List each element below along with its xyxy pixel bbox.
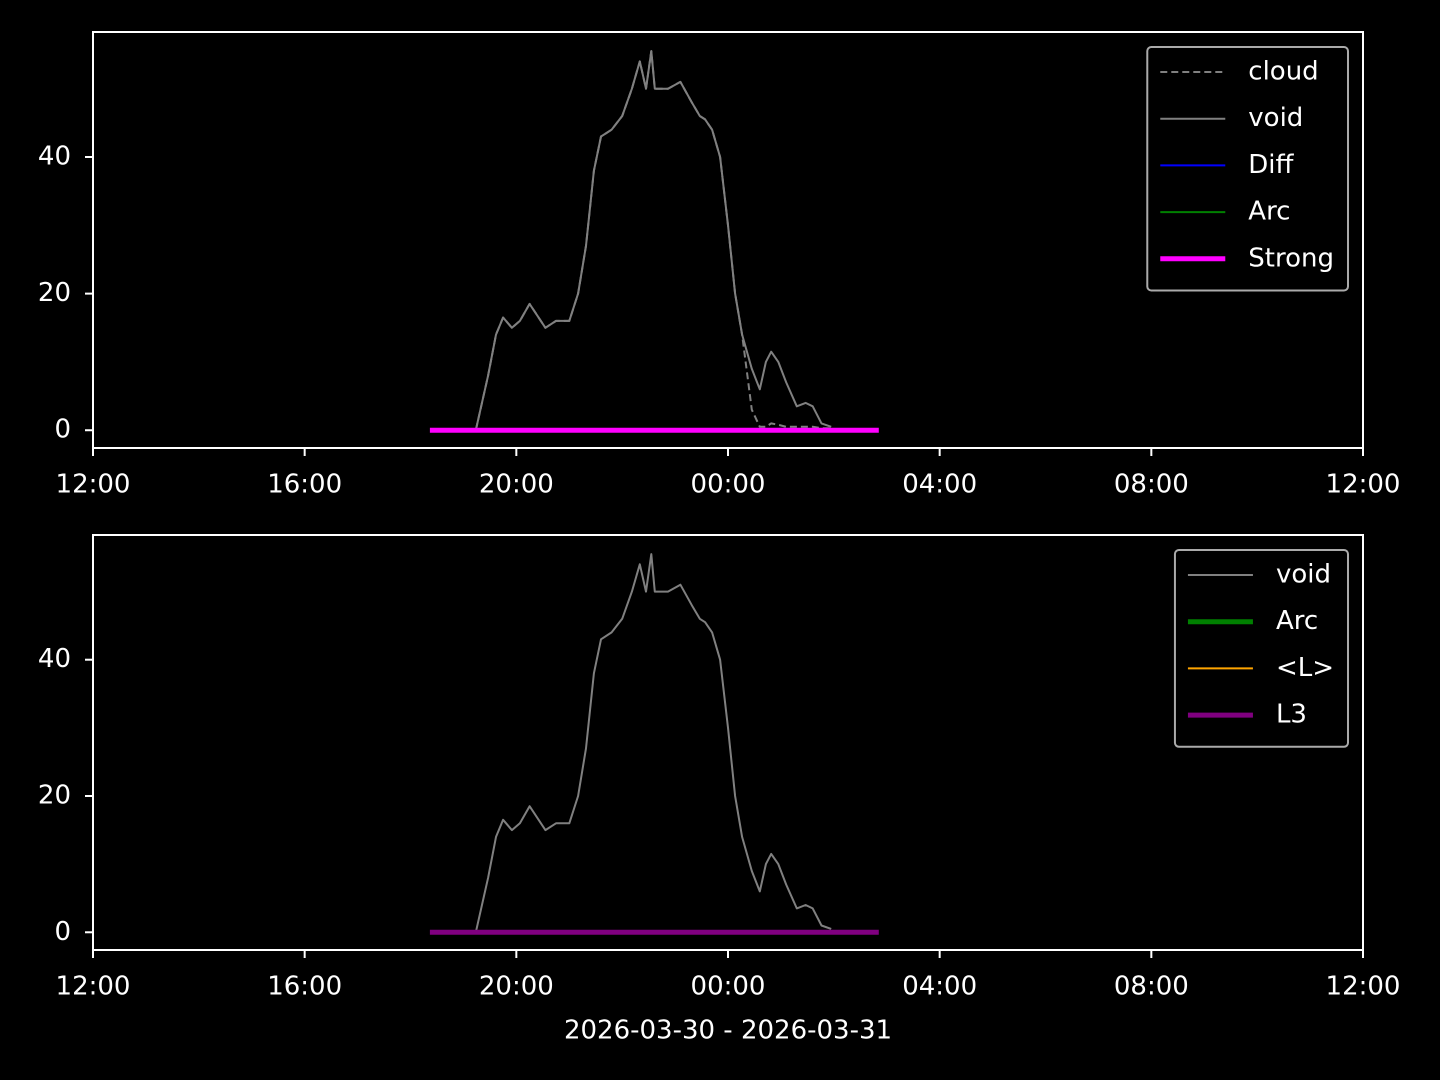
x-tick-label: 00:00 (691, 470, 766, 500)
legend-label: Diff (1248, 150, 1294, 180)
legend-label: Strong (1248, 243, 1334, 273)
legend-label: void (1248, 103, 1303, 133)
legend-label: Arc (1248, 197, 1290, 227)
x-tick-label: 04:00 (902, 972, 977, 1002)
legend: cloud void Diff Arc Strong (1146, 46, 1349, 292)
x-tick-label: 12:00 (56, 972, 131, 1002)
x-tick-label: 00:00 (691, 972, 766, 1002)
x-tick-label: 12:00 (1326, 470, 1401, 500)
y-tick-label: 40 (38, 644, 71, 674)
legend-label: <L> (1276, 653, 1334, 683)
legend-label: cloud (1248, 57, 1318, 87)
x-tick-label: 04:00 (902, 470, 977, 500)
x-tick-label: 12:00 (1326, 972, 1401, 1002)
axes-frame (92, 534, 1364, 951)
x-tick-label: 20:00 (479, 972, 554, 1002)
x-tick-label: 08:00 (1114, 470, 1189, 500)
x-tick-label: 12:00 (56, 470, 131, 500)
legend-box (1173, 549, 1349, 748)
x-axis-label: 2026-03-30 - 2026-03-31 (564, 1016, 892, 1046)
legend: void Arc <L> L3 (1173, 549, 1349, 748)
y-tick-label: 0 (54, 917, 71, 947)
legend-label: L3 (1276, 700, 1307, 730)
series-line (474, 553, 832, 933)
legend-box (1146, 46, 1349, 292)
legend-label: void (1276, 560, 1331, 590)
series-line (474, 50, 832, 431)
y-tick-label: 0 (54, 415, 71, 445)
legend-label: Arc (1276, 606, 1318, 636)
x-tick-label: 08:00 (1114, 972, 1189, 1002)
x-tick-label: 16:00 (267, 470, 342, 500)
axes-frame (92, 31, 1364, 449)
y-tick-label: 40 (38, 142, 71, 172)
x-tick-label: 16:00 (267, 972, 342, 1002)
y-tick-label: 20 (38, 278, 71, 308)
x-tick-label: 20:00 (479, 470, 554, 500)
y-tick-label: 20 (38, 780, 71, 810)
